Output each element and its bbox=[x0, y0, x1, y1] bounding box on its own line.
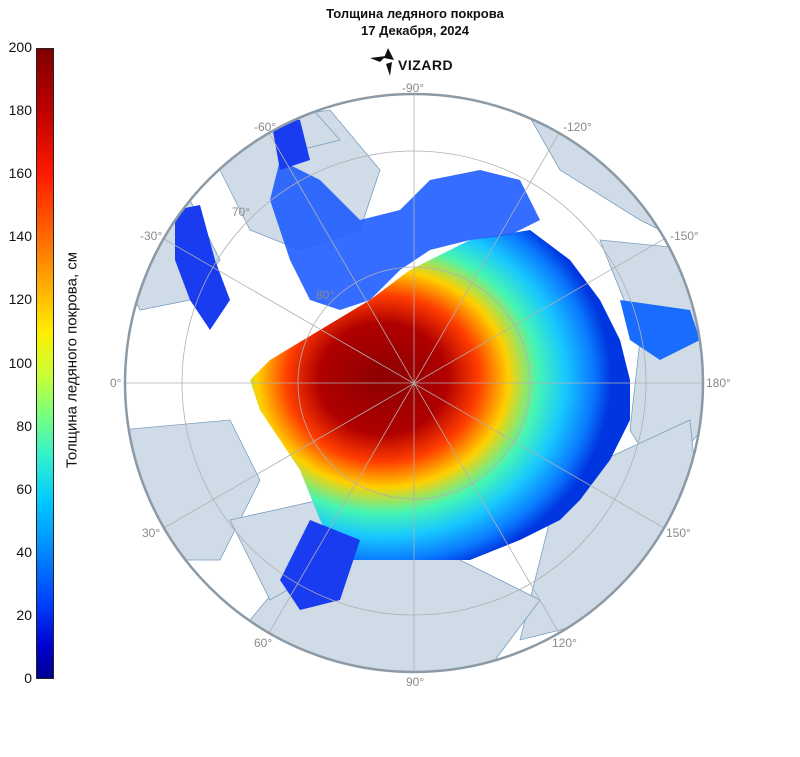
colorbar-tick-label: 0 bbox=[24, 670, 32, 686]
colorbar-tick-label: 80 bbox=[16, 417, 32, 434]
chukchi-ice bbox=[620, 300, 700, 360]
colorbar-tick-label: 200 bbox=[8, 39, 32, 55]
chart-date: 17 Декабря, 2024 bbox=[361, 23, 469, 38]
lon-label: 0° bbox=[110, 376, 122, 390]
lat-label: 70° bbox=[232, 205, 250, 219]
colorbar-tick-label: 40 bbox=[16, 543, 32, 560]
archipelago-ice bbox=[270, 160, 540, 310]
lon-label: 180° bbox=[706, 376, 731, 390]
colorbar-tick-label: 60 bbox=[16, 480, 32, 497]
colorbar-tick-label: 100 bbox=[8, 354, 32, 371]
ice-thickness-field bbox=[250, 230, 630, 560]
colorbar-tick-label: 180 bbox=[8, 102, 32, 119]
baffin-ice bbox=[175, 205, 230, 330]
longitude-labels: -90° -60° -120° -30° -150° 0° 180° 30° 1… bbox=[110, 81, 731, 689]
lon-label: -90° bbox=[402, 81, 424, 95]
lon-label: -120° bbox=[563, 120, 592, 134]
graticule bbox=[125, 94, 703, 672]
colorbar-tick-label: 120 bbox=[8, 291, 32, 308]
colorbar-tick-label: 20 bbox=[16, 606, 32, 623]
colorbar bbox=[36, 48, 54, 679]
lon-label: -150° bbox=[670, 229, 699, 243]
lon-label: 120° bbox=[552, 636, 577, 650]
latitude-labels: 70° 80° bbox=[232, 205, 334, 302]
lon-label: 60° bbox=[254, 636, 272, 650]
lat-label: 80° bbox=[316, 288, 334, 302]
kara-ice bbox=[280, 520, 360, 610]
lon-label: -60° bbox=[254, 120, 276, 134]
chart-title: Толщина ледяного покрова bbox=[326, 6, 504, 21]
colorbar-tick-label: 140 bbox=[8, 228, 32, 245]
vizard-logo-icon bbox=[370, 48, 394, 76]
lon-label: -30° bbox=[140, 229, 162, 243]
lon-label: 30° bbox=[142, 526, 160, 540]
hudson-ice bbox=[270, 115, 310, 170]
lon-label: 150° bbox=[666, 526, 691, 540]
map-border bbox=[123, 92, 705, 674]
colorbar-tick-label: 160 bbox=[8, 165, 32, 182]
lon-label: 90° bbox=[406, 675, 424, 689]
logo-text: VIZARD bbox=[398, 57, 454, 73]
